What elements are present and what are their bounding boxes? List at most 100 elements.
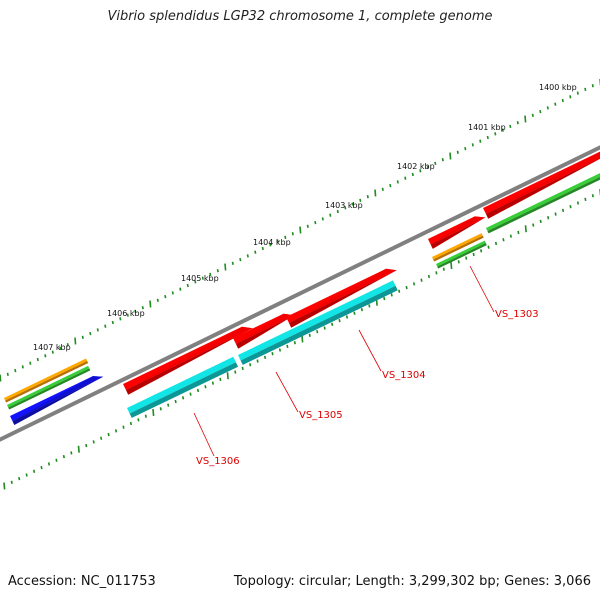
- outer-minor-tick: [51, 350, 54, 354]
- outer-major-tick: [524, 115, 527, 123]
- outer-minor-tick: [276, 239, 279, 243]
- inner-minor-tick: [100, 436, 103, 440]
- scale-label: 1400 kbp: [539, 83, 577, 92]
- inner-minor-tick: [85, 443, 88, 448]
- inner-minor-tick: [234, 370, 237, 374]
- outer-minor-tick: [36, 357, 39, 362]
- outer-minor-tick: [569, 95, 572, 99]
- scale-label: 1405 kbp: [181, 274, 219, 283]
- outer-minor-tick: [314, 220, 317, 225]
- outer-minor-tick: [179, 287, 182, 291]
- outer-minor-tick: [329, 213, 332, 217]
- inner-minor-tick: [509, 234, 512, 238]
- inner-minor-tick: [278, 348, 282, 352]
- outer-minor-tick: [291, 232, 294, 236]
- outer-major-tick: [299, 226, 302, 234]
- inner-minor-tick: [62, 454, 65, 459]
- outer-minor-tick: [336, 209, 339, 214]
- cds-forward-bar: [233, 313, 295, 349]
- outer-minor-tick: [119, 317, 122, 321]
- inner-minor-tick: [331, 322, 334, 326]
- inner-minor-tick: [316, 329, 319, 334]
- outer-tick-ring: [0, 78, 600, 382]
- gene-label[interactable]: VS_1304: [382, 370, 426, 381]
- scale-label: 1404 kbp: [253, 238, 291, 247]
- inner-minor-tick: [405, 285, 408, 290]
- gene-callout-line: [193, 412, 215, 457]
- outer-minor-tick: [404, 176, 407, 180]
- outer-minor-tick: [269, 243, 272, 247]
- inner-minor-tick: [182, 396, 185, 400]
- inner-minor-tick: [591, 194, 594, 198]
- inner-minor-tick: [159, 407, 162, 411]
- inner-major-tick: [77, 445, 80, 453]
- outer-minor-tick: [81, 335, 84, 339]
- gene-label[interactable]: VS_1303: [495, 309, 539, 320]
- outer-minor-tick: [126, 313, 129, 317]
- inner-minor-tick: [144, 414, 147, 418]
- scale-label: 1406 kbp: [107, 309, 145, 318]
- outer-minor-tick: [389, 183, 392, 188]
- inner-minor-tick: [427, 274, 431, 279]
- outer-minor-tick: [261, 246, 264, 251]
- outer-minor-tick: [141, 306, 144, 310]
- outer-minor-tick: [29, 361, 32, 365]
- inner-minor-tick: [174, 399, 177, 404]
- gene-label[interactable]: VS_1305: [299, 410, 343, 421]
- cds-forward-bar: [428, 216, 486, 249]
- outer-minor-tick: [344, 206, 347, 210]
- inner-minor-tick: [398, 289, 401, 293]
- gene-callouts: VS_1303 VS_1304 VS_1305 VS_1306: [193, 265, 539, 467]
- inner-minor-tick: [353, 311, 356, 315]
- outer-minor-tick: [494, 132, 497, 136]
- outer-minor-tick: [509, 124, 512, 129]
- outer-minor-tick: [501, 128, 504, 132]
- outer-minor-tick: [254, 250, 257, 254]
- genome-summary-text: Topology: circular; Length: 3,299,302 bp…: [233, 574, 591, 589]
- inner-minor-tick: [576, 201, 580, 205]
- outer-major-tick: [74, 337, 77, 345]
- inner-minor-tick: [55, 458, 58, 462]
- green-track-bar: [436, 240, 487, 269]
- outer-minor-tick: [201, 276, 204, 280]
- outer-minor-tick: [59, 346, 62, 351]
- outer-minor-tick: [111, 320, 114, 325]
- cds-forward-bar: [286, 268, 397, 328]
- outer-minor-tick: [284, 235, 287, 240]
- inner-minor-tick: [502, 238, 505, 242]
- inner-minor-tick: [554, 212, 557, 216]
- outer-minor-tick: [171, 291, 174, 295]
- inner-minor-tick: [547, 216, 550, 220]
- outer-minor-tick: [591, 84, 594, 88]
- outer-minor-tick: [426, 165, 429, 169]
- inner-minor-tick: [40, 465, 43, 470]
- outer-major-tick: [149, 300, 152, 308]
- outer-minor-tick: [584, 87, 587, 92]
- inner-minor-tick: [204, 385, 207, 389]
- inner-minor-tick: [442, 267, 445, 271]
- inner-minor-tick: [211, 381, 214, 385]
- blue-track-bar: [10, 376, 104, 425]
- gene-label[interactable]: VS_1306: [196, 456, 240, 467]
- outer-minor-tick: [21, 365, 24, 369]
- outer-minor-tick: [209, 272, 212, 277]
- outer-minor-tick: [561, 98, 564, 103]
- inner-minor-tick: [494, 241, 498, 246]
- inner-minor-tick: [92, 440, 95, 444]
- outer-minor-tick: [366, 195, 369, 199]
- gene-callout-line: [358, 329, 382, 372]
- inner-minor-tick: [114, 429, 118, 433]
- inner-minor-tick: [137, 418, 140, 422]
- inner-minor-tick: [241, 366, 244, 371]
- inner-minor-tick: [47, 462, 51, 466]
- inner-minor-tick: [18, 476, 21, 481]
- inner-minor-tick: [338, 318, 341, 323]
- gene-callout-line: [469, 265, 495, 313]
- cds-reverse-bar: [238, 280, 398, 365]
- scale-label: 1407 kbp: [33, 343, 71, 352]
- inner-minor-tick: [561, 208, 565, 213]
- inner-major-tick: [524, 225, 527, 233]
- outer-minor-tick: [576, 91, 579, 95]
- outer-minor-tick: [104, 324, 107, 328]
